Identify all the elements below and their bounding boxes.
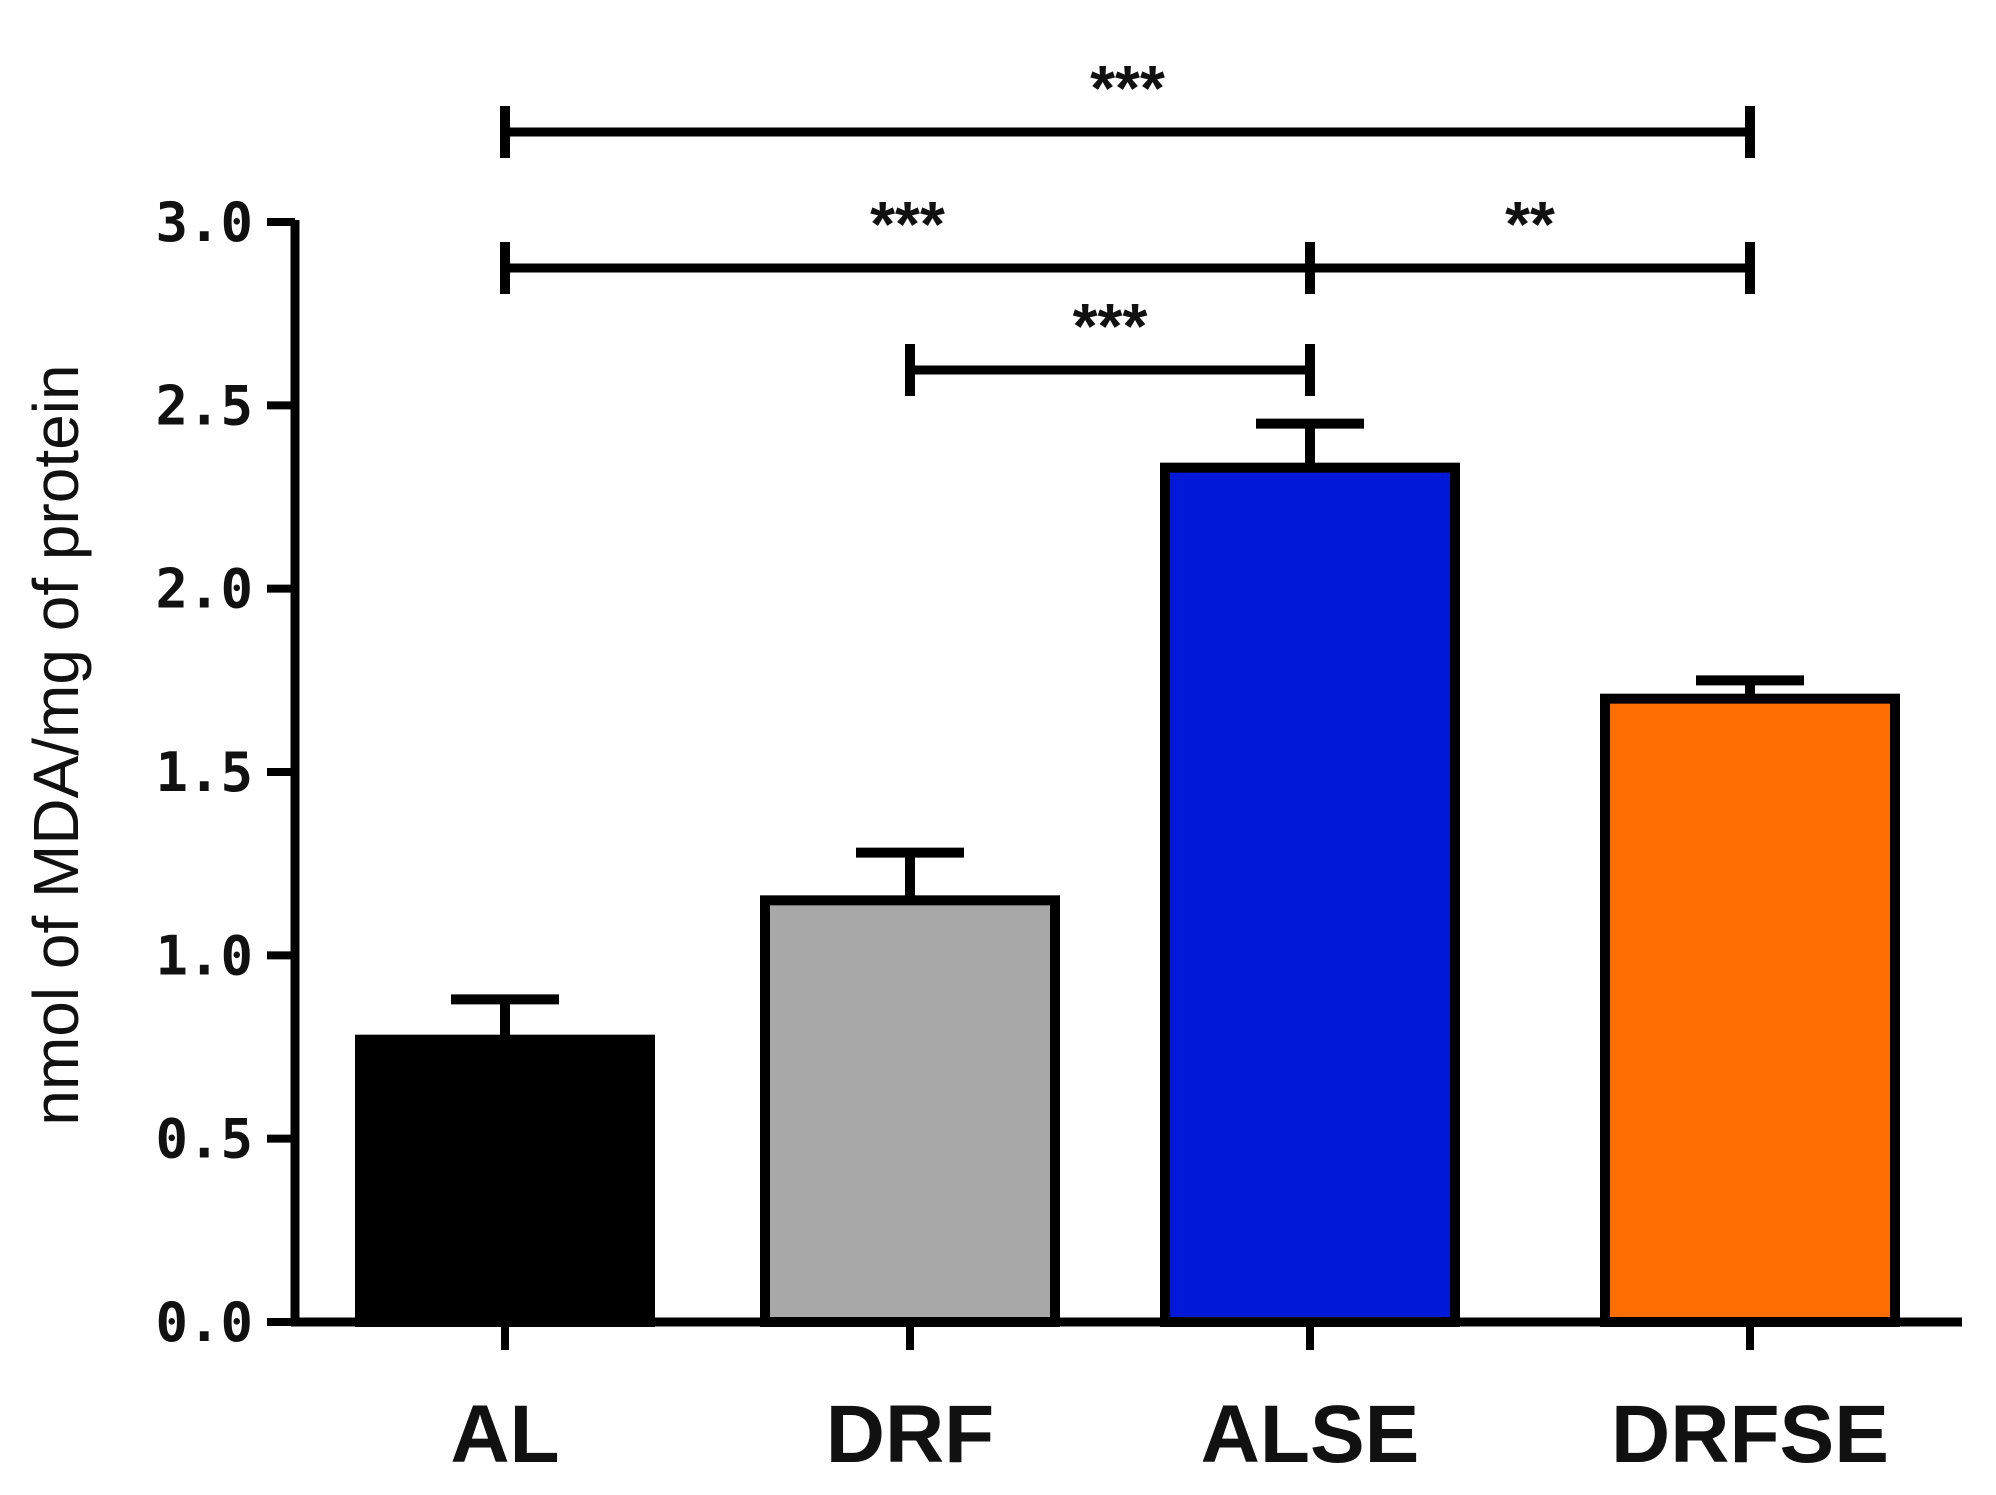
x-tick-label: ALSE — [1201, 1389, 1420, 1480]
significance-bracket: *** — [500, 52, 1755, 158]
significance-label: *** — [1090, 52, 1165, 124]
significance-label: *** — [870, 188, 945, 260]
y-axis-label: nmol of MDA/mg of protein — [20, 364, 92, 1125]
significance-bracket: *** — [905, 290, 1315, 396]
x-tick-label: DRF — [826, 1389, 995, 1480]
bar-drf — [760, 895, 1060, 1327]
significance-bracket: *** — [500, 188, 1315, 294]
x-tick-label: DRFSE — [1611, 1389, 1889, 1480]
y-tick-label: 2.5 — [155, 374, 253, 437]
x-tick-label: AL — [450, 1389, 559, 1480]
bar-al — [355, 1034, 655, 1327]
bar-drfse — [1600, 693, 1900, 1327]
y-tick-label: 0.5 — [155, 1108, 253, 1171]
y-tick-label: 0.0 — [155, 1291, 253, 1354]
y-ticks: 0.0 0.5 1.0 1.5 2.0 2.5 3.0 — [155, 191, 295, 1354]
x-ticks: AL DRF ALSE DRFSE — [450, 1322, 1889, 1480]
y-tick-label: 1.5 — [155, 741, 253, 804]
error-bars — [451, 418, 1804, 1040]
bars — [355, 462, 1900, 1327]
y-tick-label: 1.0 — [155, 924, 253, 987]
significance-brackets: ****** ***** — [500, 52, 1755, 396]
y-tick-label: 2.0 — [155, 558, 253, 621]
y-tick-label: 3.0 — [155, 191, 253, 254]
significance-label: *** — [1073, 290, 1148, 362]
significance-label: ** — [1505, 188, 1555, 260]
bar-alse — [1160, 462, 1460, 1327]
significance-bracket: ** — [1305, 188, 1755, 294]
